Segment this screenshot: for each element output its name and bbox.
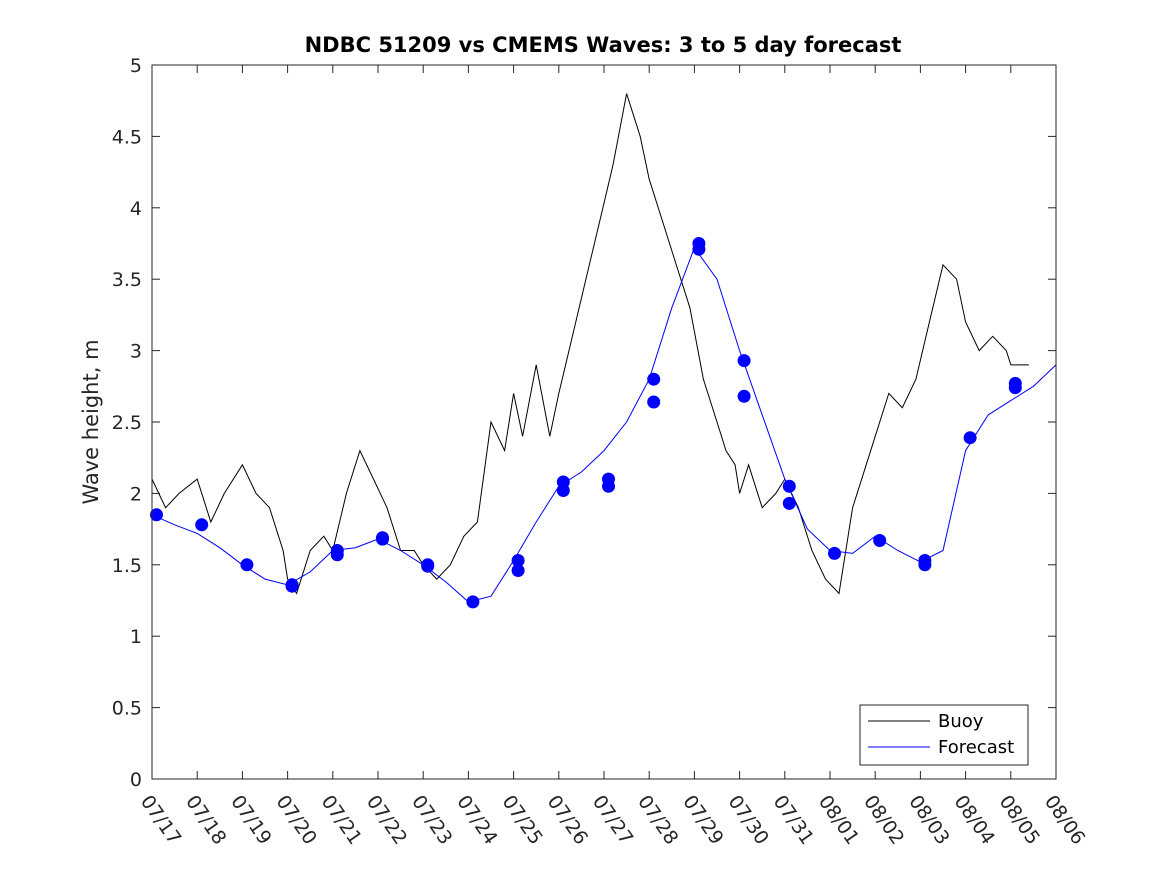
y-tick-label: 3.5: [112, 269, 142, 291]
forecast-marker: [737, 389, 751, 403]
series-line-forecast: [151, 246, 1057, 603]
forecast-marker: [285, 579, 299, 593]
chart-title: NDBC 51209 vs CMEMS Waves: 3 to 5 day fo…: [305, 33, 902, 57]
legend-buoy-label: Buoy: [938, 711, 984, 732]
y-tick-label: 4.5: [112, 126, 142, 148]
forecast-marker: [782, 496, 796, 510]
forecast-marker: [873, 534, 887, 547]
forecast-marker: [647, 395, 661, 409]
forecast-marker: [376, 532, 389, 546]
forecast-marker: [828, 546, 841, 560]
y-tick-label: 3: [130, 341, 142, 363]
y-tick-label: 2.5: [112, 412, 142, 434]
y-tick-label: 2: [130, 483, 142, 505]
forecast-marker: [556, 484, 570, 497]
y-axis-label: Wave height, m: [79, 339, 103, 504]
forecast-marker: [737, 354, 751, 368]
forecast-marker: [692, 242, 706, 256]
legend-forecast-label: Forecast: [938, 737, 1014, 758]
y-tick-label: 1.5: [112, 555, 142, 577]
y-tick-label: 1: [130, 626, 142, 648]
y-tick-label: 4: [130, 198, 142, 220]
forecast-marker: [918, 558, 932, 572]
forecast-marker: [195, 518, 209, 532]
forecast-marker: [240, 558, 254, 572]
forecast-marker: [1008, 381, 1022, 395]
forecast-marker: [647, 372, 661, 386]
forecast-marker: [963, 431, 977, 445]
forecast-marker: [421, 559, 435, 573]
forecast-marker: [511, 564, 525, 577]
forecast-marker: [602, 479, 615, 493]
forecast-marker: [466, 595, 480, 609]
y-tick-label: 0.5: [112, 698, 142, 720]
legend-box: [859, 704, 1029, 766]
forecast-marker: [150, 508, 163, 522]
forecast-marker: [511, 554, 525, 567]
legend: Buoy Forecast: [859, 704, 1029, 766]
y-tick-label: 5: [130, 55, 142, 77]
forecast-marker: [782, 479, 796, 493]
series-line-buoy: [151, 93, 1029, 595]
y-tick-label: 0: [130, 769, 142, 791]
forecast-marker: [330, 548, 344, 562]
